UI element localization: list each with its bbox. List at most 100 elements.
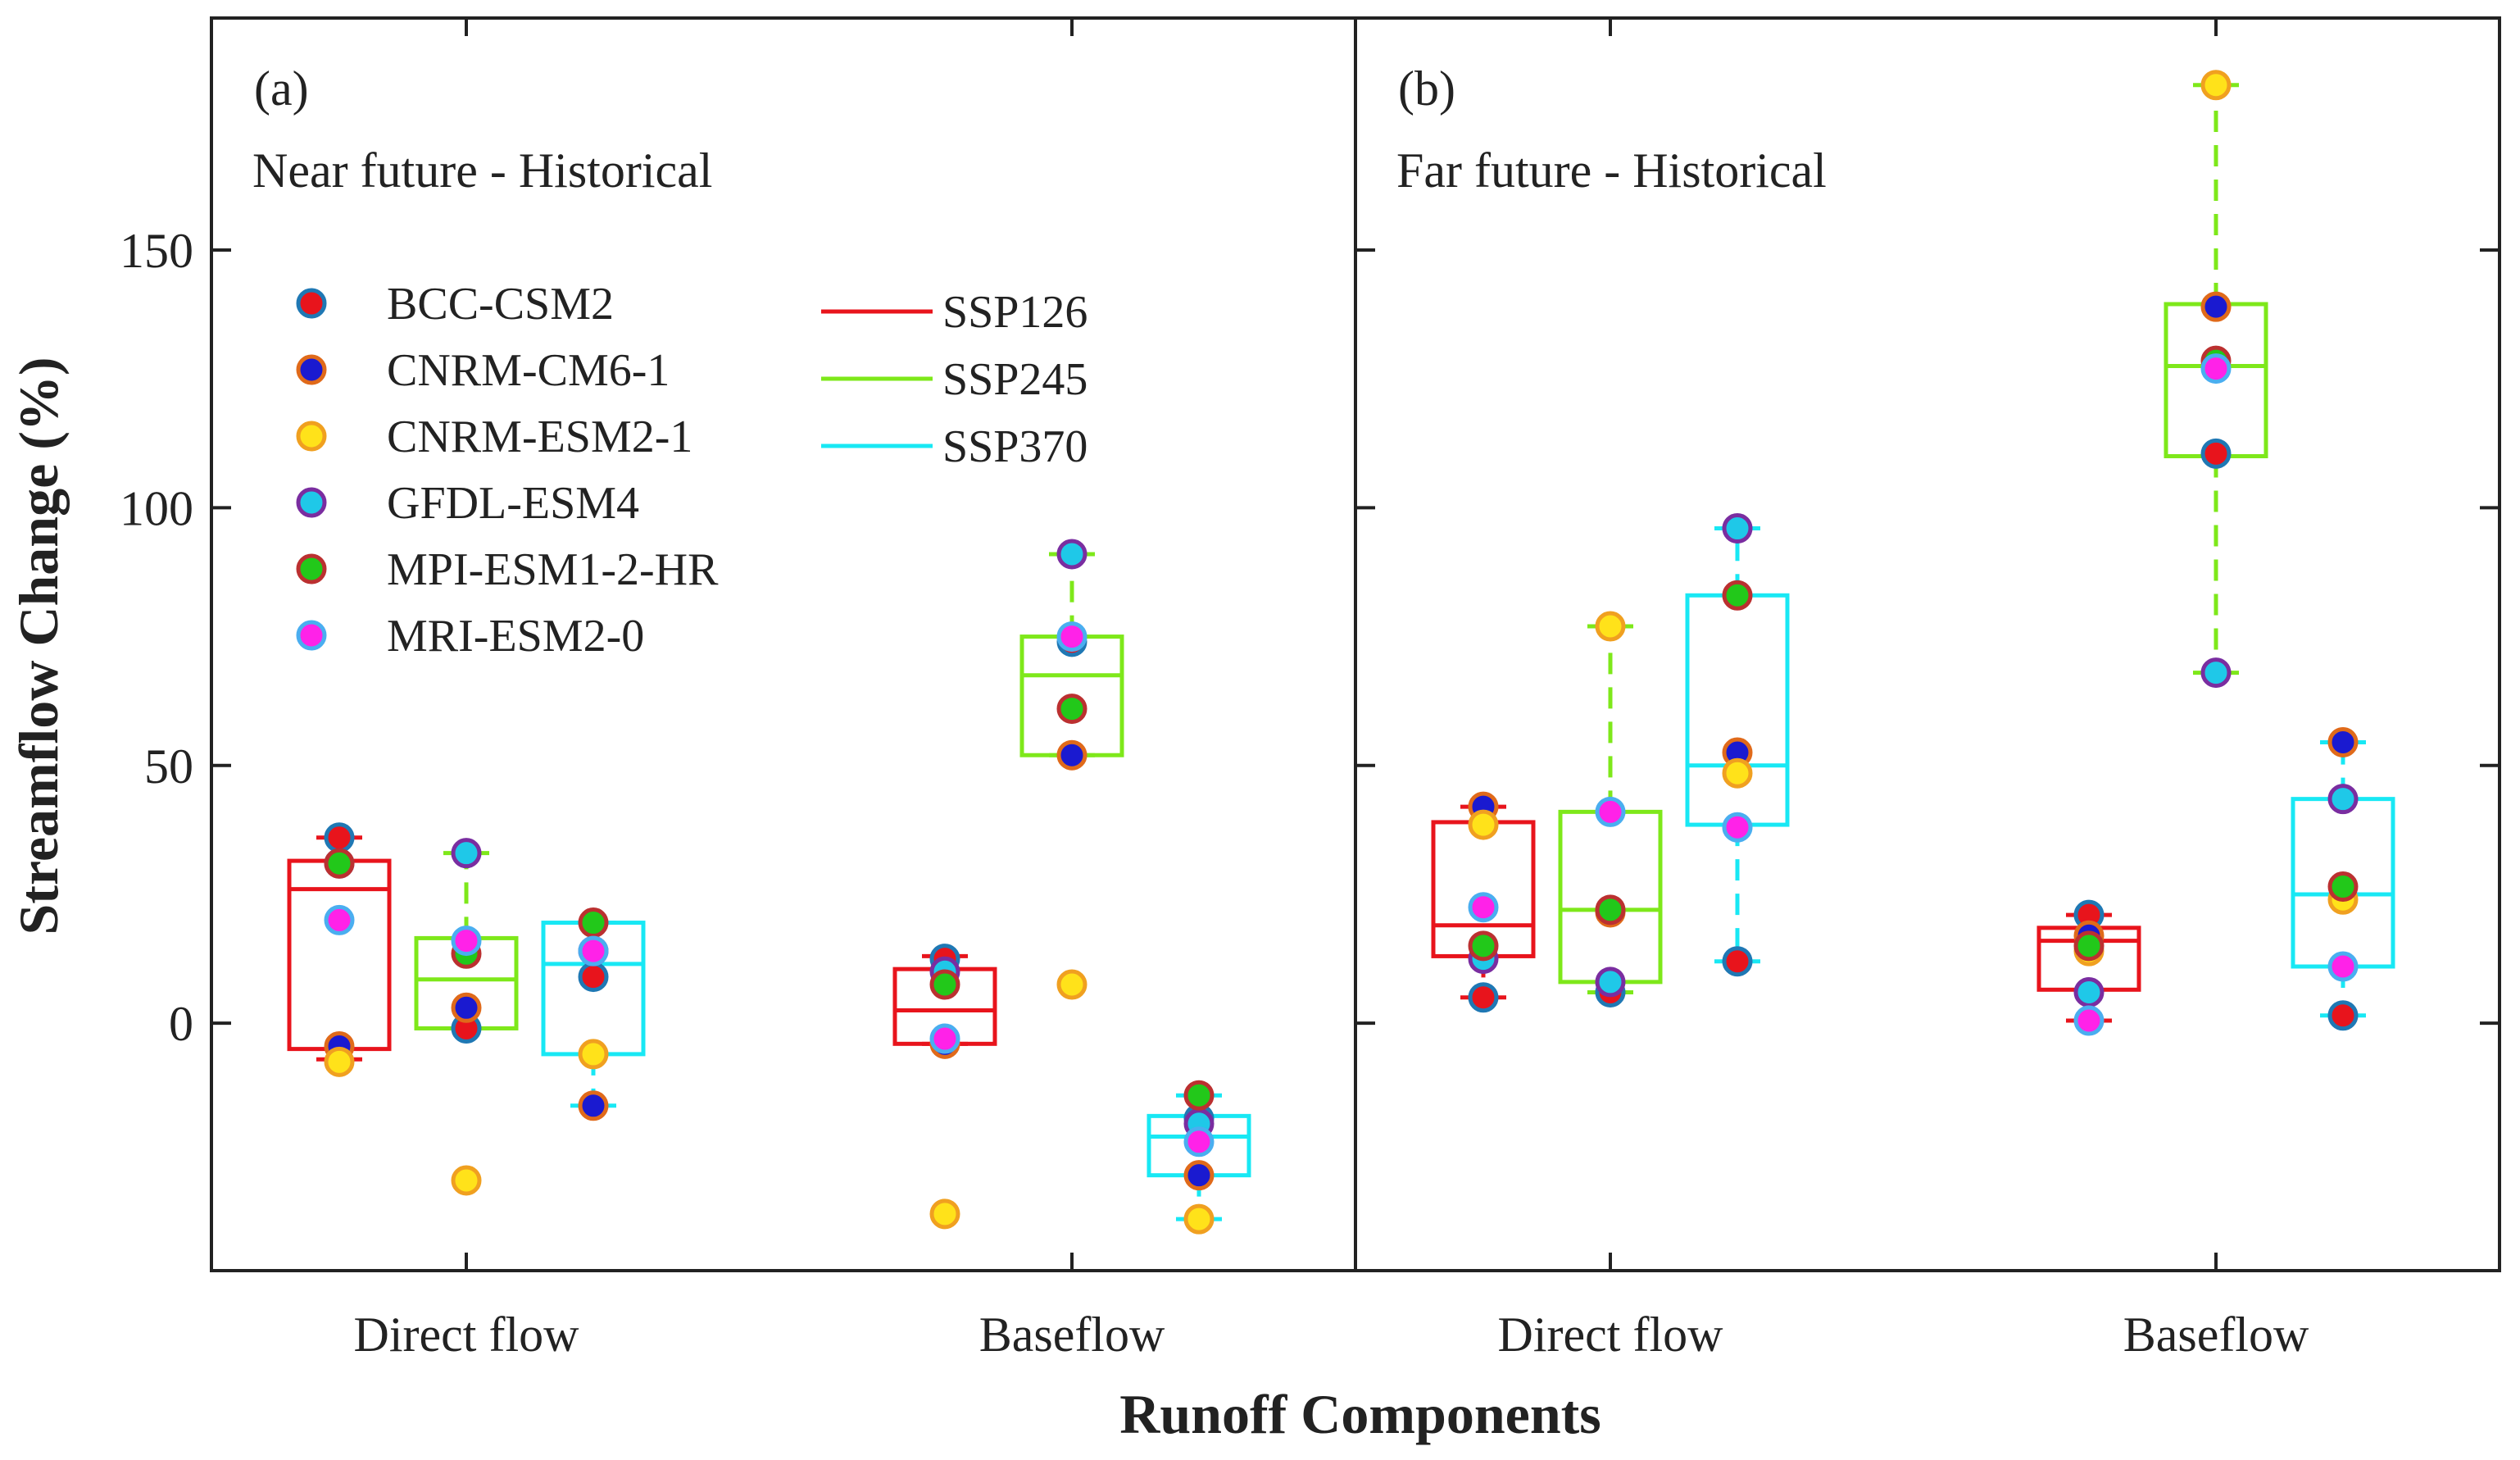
point-bcc-csm2 [2200, 438, 2232, 469]
y-tick-label: 50 [144, 739, 193, 794]
legend-model-marker [296, 354, 327, 385]
point-mri-esm2-0 [1468, 892, 1499, 923]
point-cnrm-esm2-1 [2200, 70, 2232, 101]
x-tick-label: Baseflow [979, 1308, 1165, 1362]
legend-model-label: CNRM-CM6-1 [387, 345, 670, 396]
legend-model-label: BCC-CSM2 [387, 279, 614, 330]
point-mpi-esm1-2-hr [1595, 894, 1626, 926]
point-mpi-esm1-2-hr [2327, 871, 2359, 903]
x-axis-title: Runoff Components [1119, 1383, 1601, 1445]
point-mri-esm2-0 [929, 1023, 960, 1054]
point-mri-esm2-0 [1722, 812, 1753, 843]
model-legend: BCC-CSM2 CNRM-CM6-1 CNRM-ESM2-1 GFDL-ESM4 MP… [296, 279, 719, 662]
box-body [1685, 593, 1790, 827]
x-tick-label: Baseflow [2123, 1308, 2309, 1362]
point-gfdl-esm4 [1722, 513, 1753, 544]
point-cnrm-cm6-1 [1183, 1160, 1215, 1191]
panel-b: (b) Far future - Historical Direct flow Bas… [1396, 18, 2395, 1362]
point-cnrm-esm2-1 [1056, 969, 1087, 1000]
box-ssp370-baseflow [1146, 1080, 1251, 1235]
point-cnrm-esm2-1 [324, 1046, 355, 1077]
legend-scenario-label: SSP126 [942, 287, 1087, 338]
box-ssp126-direct-flow [1431, 791, 1536, 1013]
legend-model-marker [296, 620, 327, 651]
legend-model-label: GFDL-ESM4 [387, 478, 639, 529]
point-cnrm-esm2-1 [451, 1165, 482, 1196]
point-mpi-esm1-2-hr [324, 848, 355, 879]
y-tick-label: 150 [120, 224, 193, 278]
plot-panels: 0 50 100 150 (a) Near future - Historical Dire… [120, 16, 2501, 1362]
legend-model-item: BCC-CSM2 [296, 279, 614, 330]
box-ssp370-direct-flow [541, 907, 646, 1121]
legend-scenario-item: SSP370 [821, 421, 1087, 472]
point-cnrm-cm6-1 [2327, 726, 2359, 757]
point-mpi-esm1-2-hr [1056, 694, 1087, 725]
box-ssp245-direct-flow [414, 838, 519, 1196]
legend-model-item: MRI-ESM2-0 [296, 611, 644, 662]
point-cnrm-esm2-1 [1468, 809, 1499, 840]
box-ssp126-direct-flow [287, 822, 392, 1077]
legend-model-item: GFDL-ESM4 [296, 478, 639, 529]
panel-title: Near future - Historical [252, 143, 712, 198]
legend-scenario-item: SSP245 [821, 354, 1087, 405]
point-gfdl-esm4 [1056, 539, 1087, 570]
box-ssp245-baseflow [2164, 70, 2268, 689]
box-ssp126-baseflow [892, 944, 997, 1230]
point-bcc-csm2 [1722, 946, 1753, 977]
box-ssp370-baseflow [2291, 726, 2395, 1031]
y-tick-label: 100 [120, 481, 193, 535]
box-ssp370-direct-flow [1685, 513, 1790, 977]
point-cnrm-esm2-1 [1595, 611, 1626, 642]
point-mpi-esm1-2-hr [929, 969, 960, 1000]
point-cnrm-cm6-1 [578, 1090, 609, 1121]
point-gfdl-esm4 [2073, 976, 2105, 1007]
point-mri-esm2-0 [1595, 796, 1626, 827]
point-cnrm-esm2-1 [929, 1198, 960, 1230]
point-mri-esm2-0 [578, 935, 609, 967]
point-bcc-csm2 [2327, 1000, 2359, 1031]
point-cnrm-cm6-1 [2200, 291, 2232, 322]
legend-scenario-label: SSP245 [942, 354, 1087, 405]
box-ssp245-direct-flow [1558, 611, 1663, 1007]
point-cnrm-cm6-1 [451, 992, 482, 1023]
point-gfdl-esm4 [2200, 657, 2232, 689]
x-tick-label: Direct flow [1498, 1308, 1724, 1362]
legend-scenario-item: SSP126 [821, 287, 1087, 338]
point-bcc-csm2 [324, 822, 355, 853]
panel-title: Far future - Historical [1396, 143, 1827, 198]
legend-scenario-label: SSP370 [942, 421, 1087, 472]
legend-model-marker [296, 487, 327, 518]
point-mri-esm2-0 [324, 904, 355, 935]
point-gfdl-esm4 [451, 838, 482, 869]
point-mri-esm2-0 [2073, 1005, 2105, 1036]
point-gfdl-esm4 [2327, 784, 2359, 815]
point-mri-esm2-0 [1183, 1126, 1215, 1158]
legend-model-label: MRI-ESM2-0 [387, 611, 644, 662]
point-cnrm-esm2-1 [1722, 757, 1753, 789]
point-bcc-csm2 [1468, 982, 1499, 1013]
point-bcc-csm2 [578, 962, 609, 993]
panel-label: (b) [1398, 61, 1455, 116]
legend-model-label: MPI-ESM1-2-HR [387, 544, 719, 595]
point-mpi-esm1-2-hr [1722, 580, 1753, 611]
point-mri-esm2-0 [2327, 951, 2359, 982]
legend-model-item: CNRM-CM6-1 [296, 345, 670, 396]
legend-model-label: CNRM-ESM2-1 [387, 412, 692, 462]
point-mpi-esm1-2-hr [1468, 930, 1499, 962]
legend-model-item: MPI-ESM1-2-HR [296, 544, 719, 595]
point-mpi-esm1-2-hr [578, 907, 609, 939]
point-gfdl-esm4 [1595, 967, 1626, 998]
point-mri-esm2-0 [2200, 353, 2232, 384]
y-axis-title: Streamflow Change (%) [7, 357, 70, 935]
legend-model-item: CNRM-ESM2-1 [296, 412, 692, 462]
point-cnrm-esm2-1 [578, 1039, 609, 1070]
box-ssp126-baseflow [2036, 899, 2141, 1036]
point-cnrm-cm6-1 [1056, 739, 1087, 771]
point-mri-esm2-0 [451, 926, 482, 957]
x-tick-label: Direct flow [354, 1308, 580, 1362]
point-cnrm-esm2-1 [1183, 1203, 1215, 1235]
point-mpi-esm1-2-hr [2073, 930, 2105, 962]
panel-label: (a) [254, 61, 309, 116]
legend-model-marker [296, 421, 327, 452]
panel-a: (a) Near future - Historical Direct flow Ba… [252, 18, 1251, 1362]
